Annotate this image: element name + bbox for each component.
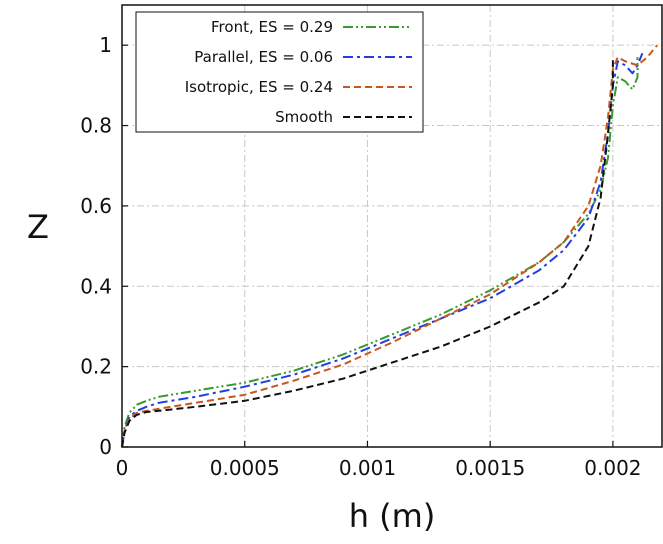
legend-label: Isotropic, ES = 0.24 — [185, 78, 333, 96]
x-tick-label: 0.0015 — [455, 456, 525, 480]
y-tick-label: 0 — [99, 435, 112, 459]
y-tick-label: 0.8 — [80, 114, 112, 138]
y-tick-label: 0.4 — [80, 274, 112, 298]
tick-labels: 0 0.0005 0.001 0.0015 0.002 0 0.2 0.4 0.6 0.8 1 — [80, 33, 641, 480]
legend: Front, ES = 0.29 Parallel, ES = 0.06 Isotr… — [135, 11, 424, 133]
series-line-1 — [121, 57, 639, 448]
y-tick-label: 0.6 — [80, 194, 112, 218]
x-tick-label: 0.001 — [339, 456, 396, 480]
x-tick-label: 0 — [116, 456, 129, 480]
series-line-2 — [121, 52, 644, 448]
y-tick-label: 1 — [99, 33, 112, 57]
x-axis-title: h (m) — [349, 497, 436, 535]
x-tick-label: 0.002 — [584, 456, 641, 480]
series-line-4 — [121, 57, 614, 448]
series-line-3 — [121, 44, 658, 448]
x-tick-label: 0.0005 — [210, 456, 280, 480]
legend-box — [135, 11, 424, 133]
series-lines — [121, 44, 658, 448]
legend-label: Smooth — [275, 108, 333, 126]
legend-label: Parallel, ES = 0.06 — [194, 48, 333, 66]
y-tick-label: 0.2 — [80, 355, 112, 379]
y-axis-title: Z — [27, 208, 49, 246]
legend-label: Front, ES = 0.29 — [211, 18, 333, 36]
plot-frame — [121, 4, 663, 448]
